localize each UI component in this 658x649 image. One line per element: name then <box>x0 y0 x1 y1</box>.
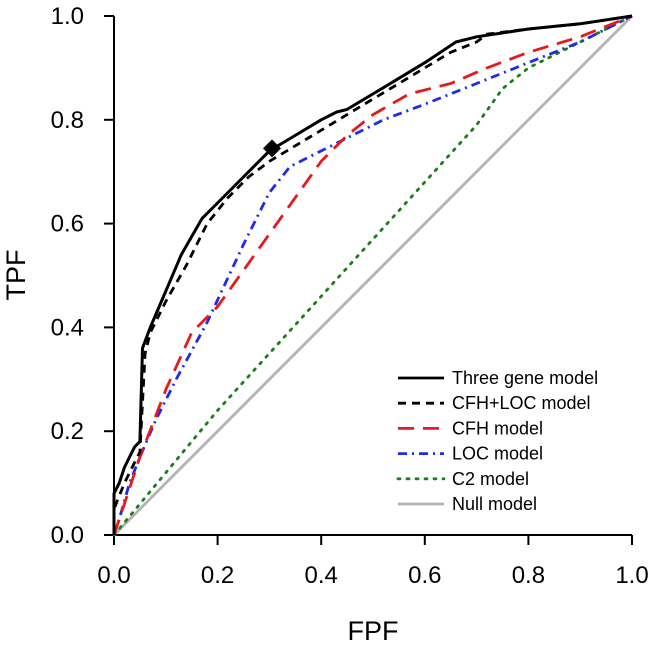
legend-label: CFH+LOC model <box>452 393 591 413</box>
legend: Three gene model CFH+LOC model CFH model LO… <box>396 368 598 514</box>
legend-label: C2 model <box>452 469 529 489</box>
x-tick-label: 0.6 <box>408 562 441 589</box>
y-tick-label: 0.4 <box>51 314 84 341</box>
series-line-cfh-loc-model <box>112 14 633 535</box>
legend-label: LOC model <box>452 444 543 464</box>
x-tick-label: 0.2 <box>201 562 234 589</box>
x-tick-label: 0.4 <box>305 562 338 589</box>
y-tick-label: 1.0 <box>51 3 84 30</box>
legend-label: Null model <box>452 494 537 514</box>
series-line-null-model <box>113 15 633 536</box>
x-tick-label: 0.8 <box>512 562 545 589</box>
diamond-marker <box>262 139 281 158</box>
series-line-c2-model <box>112 14 634 537</box>
legend-label: Three gene model <box>452 368 598 388</box>
y-tick-label: 0.0 <box>51 522 84 549</box>
y-axis-title: TPF <box>1 250 31 301</box>
x-axis-title: FPF <box>348 616 399 646</box>
x-tick-label: 0.0 <box>97 562 130 589</box>
series-line-cfh-model <box>112 14 633 536</box>
series-line-three-gene-model <box>112 14 633 535</box>
series-layer <box>112 14 634 537</box>
x-tick-label: 1.0 <box>615 562 648 589</box>
legend-label: CFH model <box>452 418 543 438</box>
y-tick-label: 0.6 <box>51 211 84 238</box>
axes-group: 0.0 0.2 0.4 0.6 0.8 1.0 0.0 0.2 0.4 0.6 0.8 1.0 <box>51 3 649 589</box>
marker-layer <box>262 139 281 158</box>
y-tick-label: 0.8 <box>51 107 84 134</box>
y-tick-label: 0.2 <box>51 418 84 445</box>
